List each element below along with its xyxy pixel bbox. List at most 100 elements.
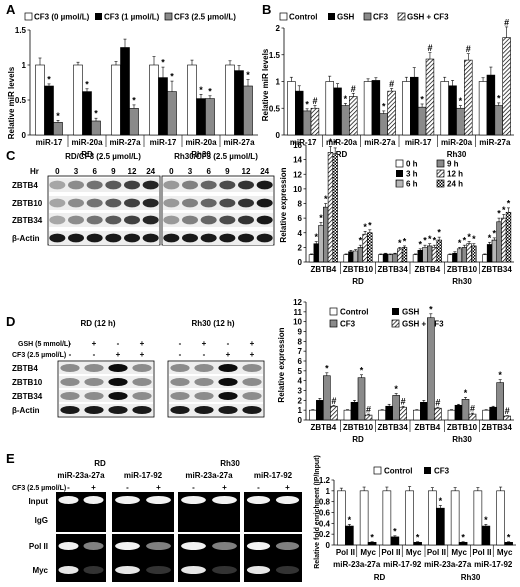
bar <box>496 221 502 263</box>
timepoint-label: 0 <box>55 167 60 176</box>
blot-band <box>170 406 190 414</box>
category-label: miR-20a <box>71 138 103 147</box>
blot-band <box>124 233 140 243</box>
group-label: RD <box>374 573 386 582</box>
category-label: Pol II <box>381 548 400 557</box>
gel-band <box>58 542 79 550</box>
bar <box>468 413 477 421</box>
bar <box>405 490 414 546</box>
bar <box>385 405 393 421</box>
blot-band <box>256 233 273 243</box>
significance-mark: * <box>359 236 363 246</box>
y-tick-label: 12 <box>293 170 302 179</box>
significance-mark: * <box>488 233 492 243</box>
y-tick-label: 16 <box>293 141 302 150</box>
timepoint-label: 9 <box>111 167 116 176</box>
category-label: Myc <box>406 548 422 557</box>
y-tick-label: 1.2 <box>319 476 331 485</box>
blot-band <box>238 215 254 225</box>
group-label: Rh30 <box>447 150 467 159</box>
blot-band <box>105 233 122 243</box>
group-label: Rh30 <box>452 277 472 286</box>
gel-row-label: IgG <box>35 516 48 525</box>
category-label: ZBTB34 <box>378 265 409 274</box>
blot-band <box>84 392 104 400</box>
y-tick-label: 1.5 <box>15 26 27 35</box>
blot-band <box>218 364 238 372</box>
significance-mark: * <box>416 532 420 542</box>
significance-mark: * <box>329 137 333 147</box>
group-label: RD <box>352 435 364 444</box>
gel-band <box>146 542 171 550</box>
y-tick-label: 1 <box>22 61 27 70</box>
bar <box>505 211 512 263</box>
bar <box>341 105 350 136</box>
bar <box>382 490 392 546</box>
timepoint-label: 24 <box>260 167 269 176</box>
panel-c-blots: 0 3 6 9 12 24 0 3 6 9 12 24 ZBTB4 ZBTB10 ZBTB34 β-Actin <box>12 167 275 246</box>
bar <box>456 107 465 136</box>
bar <box>454 404 463 421</box>
gel-row <box>244 508 302 532</box>
gsh-sign: - <box>69 339 72 348</box>
bar <box>205 98 215 136</box>
bar <box>73 64 83 136</box>
significance-mark: * <box>428 234 432 244</box>
bar <box>428 490 437 546</box>
legend-c-3: 9 h <box>447 160 459 169</box>
y-tick-label: 1.5 <box>269 51 281 60</box>
significance-mark: * <box>94 109 98 119</box>
significance-mark: * <box>348 515 352 525</box>
bar <box>316 400 324 421</box>
category-label: ZBTB4 <box>310 265 336 274</box>
panel-e-cf3-label: CF3 (2.5 µmol/L) <box>12 485 66 492</box>
bar <box>352 250 359 263</box>
significance-mark: * <box>398 238 402 248</box>
bar <box>461 247 468 263</box>
gel-band <box>246 542 271 550</box>
group-label: RD <box>81 150 93 159</box>
locus-label: miR-17-92 <box>383 560 422 569</box>
bar <box>413 409 421 421</box>
category-label: miR-20a <box>326 138 358 147</box>
y-tick-label: 6 <box>298 214 303 223</box>
gel-band <box>181 496 206 504</box>
bar <box>503 415 511 421</box>
significance-mark: # <box>312 96 317 106</box>
bar <box>187 64 197 136</box>
bar <box>295 90 304 136</box>
bar <box>420 401 428 421</box>
gel-band <box>58 496 79 504</box>
significance-mark: * <box>497 93 501 103</box>
y-tick-label: 1 <box>298 406 303 415</box>
blot-row <box>49 213 159 227</box>
gel-band <box>146 566 171 574</box>
legend-d-0: Control <box>340 308 368 317</box>
bar <box>367 232 373 263</box>
significance-mark: * <box>170 72 174 82</box>
bar <box>496 490 505 546</box>
bar <box>482 254 488 263</box>
bar <box>456 248 463 263</box>
gsh-sign: + <box>92 339 97 348</box>
bar <box>417 106 427 136</box>
significance-mark: * <box>382 101 386 111</box>
panel-a-chart: 0 0.5 1 1.5 * * miR-17 * * miR-20a * miR-27a * * miR-1… <box>15 26 258 159</box>
category-label: ZBTB10 <box>343 423 374 432</box>
locus-label: miR-17-92 <box>124 471 163 480</box>
significance-mark: * <box>439 496 443 506</box>
blot-band <box>124 215 140 225</box>
category-label: miR-20a <box>185 138 217 147</box>
blot-band <box>170 364 190 372</box>
bar <box>382 253 389 263</box>
blot-band <box>84 364 104 372</box>
gel-row <box>112 508 174 532</box>
significance-mark: * <box>132 95 136 105</box>
panel-d-blot-title-rh: Rh30 (12 h) <box>191 319 234 328</box>
significance-mark: * <box>314 232 318 242</box>
y-tick-label: 7 <box>298 347 303 356</box>
category-label: Myc <box>360 548 376 557</box>
blot-band <box>132 378 152 386</box>
blot-row <box>59 404 153 416</box>
significance-mark: * <box>418 239 422 249</box>
